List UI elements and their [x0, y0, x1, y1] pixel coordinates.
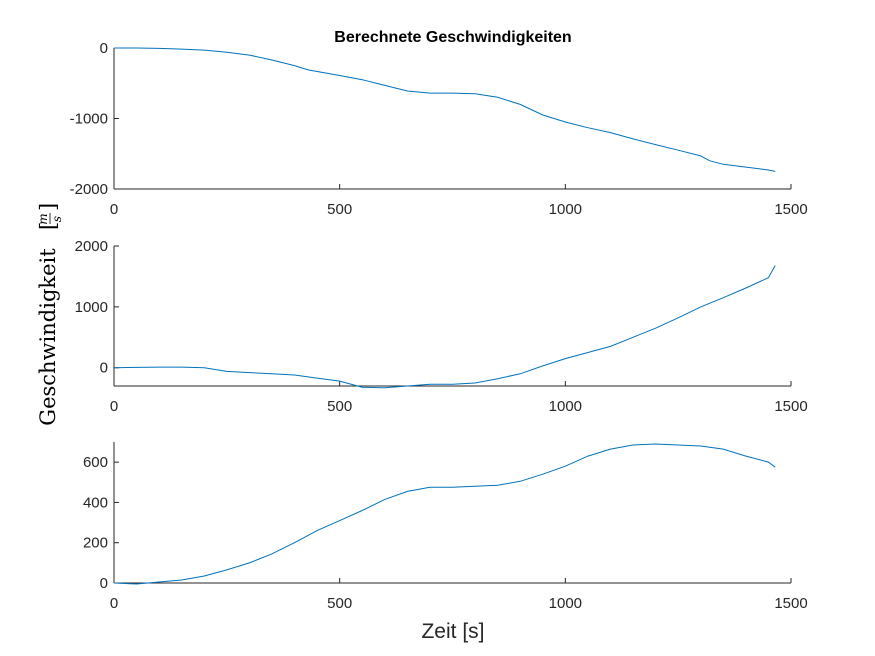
x-tick-label: 1500: [774, 201, 807, 218]
x-tick-label: 1500: [774, 398, 807, 415]
y-axis-unit-numerator: m: [36, 213, 50, 224]
x-tick-label: 1500: [774, 595, 807, 612]
x-tick-label: 500: [327, 595, 352, 612]
subplot-1: 0 500 1000 1500 -2000 -1000 0: [70, 40, 808, 218]
y-tick-label: 0: [100, 40, 108, 57]
y-tick-label: 0: [100, 360, 108, 377]
subplot-2: 0 500 1000 1500 0 1000 2000: [75, 238, 808, 415]
chart-title: Berechnete Geschwindigkeiten: [334, 29, 571, 46]
y-axis-unit-denominator: s: [50, 216, 64, 222]
series-line-2-1: [113, 265, 776, 389]
y-tick-label: 600: [83, 454, 108, 471]
y-axis-label: Geschwindigkeit [ m s ]: [36, 203, 64, 426]
y-axis-label-bracket-close: ]: [36, 203, 60, 211]
x-tick-label: 1000: [549, 201, 582, 218]
y-tick-label: 200: [83, 535, 108, 552]
series-line-3-1: [113, 443, 776, 585]
series-line-1-1: [114, 47, 776, 172]
y-tick-label: 1000: [75, 299, 108, 316]
y-tick-label: -2000: [70, 181, 108, 198]
x-tick-label: 1000: [549, 595, 582, 612]
x-tick-label: 0: [110, 398, 118, 415]
y-axis-label-text: Geschwindigkeit: [36, 248, 60, 426]
x-tick-label: 0: [110, 595, 118, 612]
x-tick-label: 500: [327, 201, 352, 218]
y-tick-label: -1000: [70, 111, 108, 128]
x-tick-label: 1000: [549, 398, 582, 415]
x-tick-label: 0: [110, 201, 118, 218]
y-tick-label: 0: [100, 575, 108, 592]
x-tick-label: 500: [327, 398, 352, 415]
x-axis-label: Zeit [s]: [421, 620, 484, 643]
y-tick-label: 400: [83, 494, 108, 511]
subplot-3: 0 500 1000 1500 0 200 400 600: [83, 442, 808, 612]
y-axis-label-bracket-open: [: [36, 222, 60, 230]
y-tick-label: 2000: [75, 238, 108, 255]
